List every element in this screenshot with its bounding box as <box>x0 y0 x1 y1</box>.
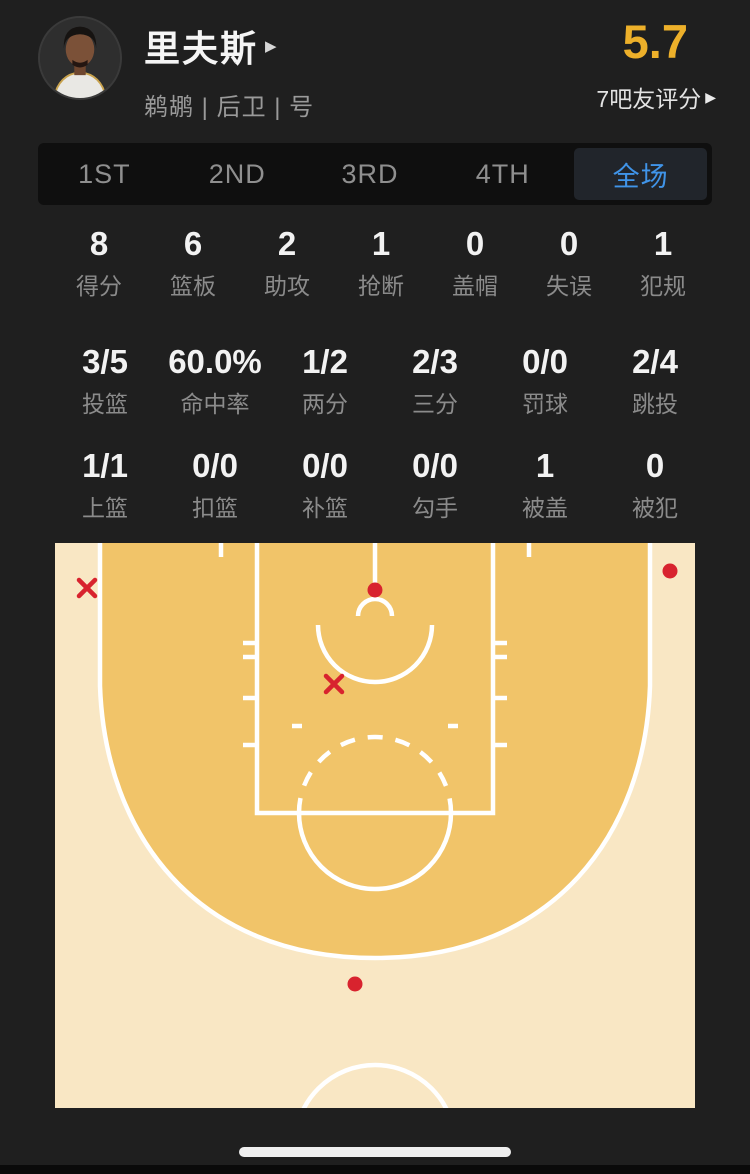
bottom-bar <box>0 1108 750 1165</box>
stat-rebounds: 6 篮板 <box>170 225 216 299</box>
player-photo <box>40 18 120 98</box>
three-point-line <box>97 543 653 961</box>
player-avatar[interactable] <box>38 16 122 100</box>
player-rating: 5.7 <box>622 15 688 68</box>
rating-link[interactable]: 7吧友评分 ▶ <box>596 80 716 114</box>
tab-2nd[interactable]: 2ND <box>208 158 266 189</box>
name-arrow-icon: ▶ <box>265 37 277 55</box>
quarter-tabbar: 1ST 2ND 3RD 4TH 全场 <box>38 143 712 205</box>
tab-full-game[interactable]: 全场 <box>574 148 707 200</box>
stat-row-detail: 1/1 上篮 0/0 扣篮 0/0 补篮 0/0 勾手 1 被盖 0 被犯 <box>0 447 750 523</box>
court-lines <box>97 543 653 1108</box>
player-name: 里夫斯 <box>144 28 259 69</box>
stat-blocked-against: 1 被盖 <box>522 447 568 521</box>
shot-chart-court <box>55 543 695 1108</box>
missed-shot-marker <box>323 673 345 695</box>
missed-shot-marker <box>76 577 98 599</box>
restricted-area-arc <box>315 624 435 685</box>
stat-fouled: 0 被犯 <box>632 447 678 521</box>
tab-3rd[interactable]: 3RD <box>341 158 399 189</box>
stat-points: 8 得分 <box>76 225 122 299</box>
player-subtitle: 鹈鹕 | 后卫 | 号 <box>144 94 315 121</box>
stat-fg: 3/5 投篮 <box>82 343 128 417</box>
made-shot-marker <box>347 976 363 992</box>
court-inside-arc-area <box>100 543 650 958</box>
stat-steals: 1 抢断 <box>358 225 404 299</box>
player-header: 里夫斯 ▶ 鹈鹕 | 后卫 | 号 5.7 7吧友评分 ▶ <box>0 0 750 127</box>
center-circle <box>301 1062 449 1108</box>
stat-fg-pct: 60.0% 命中率 <box>168 343 262 417</box>
player-name-link[interactable]: 里夫斯 ▶ <box>144 20 314 72</box>
stat-blocks: 0 盖帽 <box>452 225 498 299</box>
stat-assists: 2 助攻 <box>264 225 310 299</box>
stat-hooks: 0/0 勾手 <box>412 447 458 521</box>
stat-row-basic: 8 得分 6 篮板 2 助攻 1 抢断 0 盖帽 0 失误 1 犯规 <box>0 225 750 301</box>
tab-4th[interactable]: 4TH <box>475 158 530 189</box>
screen-bottom-edge <box>0 1165 750 1174</box>
rim-arc <box>355 596 395 617</box>
stat-2pt: 1/2 两分 <box>302 343 348 417</box>
rating-arrow-icon: ▶ <box>705 89 716 105</box>
made-shot-marker <box>367 582 383 598</box>
stat-jumpers: 2/4 跳投 <box>632 343 678 417</box>
made-shot-marker <box>662 563 678 579</box>
tab-1st[interactable]: 1ST <box>78 158 131 189</box>
home-indicator[interactable] <box>239 1147 511 1157</box>
stat-layups: 1/1 上篮 <box>82 447 128 521</box>
free-throw-circle-top-dashed <box>296 734 454 814</box>
shot-markers <box>76 563 678 992</box>
stat-ft: 0/0 罚球 <box>522 343 568 417</box>
rating-caption: 7吧友评分 <box>596 86 702 112</box>
stat-dunks: 0/0 扣篮 <box>192 447 238 521</box>
stat-row-shooting: 3/5 投篮 60.0% 命中率 1/2 两分 2/3 三分 0/0 罚球 2/4 跳投 <box>0 343 750 419</box>
stat-turnovers: 0 失误 <box>546 225 592 299</box>
stat-putbacks: 0/0 补篮 <box>302 447 348 521</box>
key-lane <box>254 543 496 816</box>
free-throw-circle-bottom <box>296 812 454 892</box>
stat-3pt: 2/3 三分 <box>412 343 458 417</box>
stat-fouls: 1 犯规 <box>640 225 686 299</box>
